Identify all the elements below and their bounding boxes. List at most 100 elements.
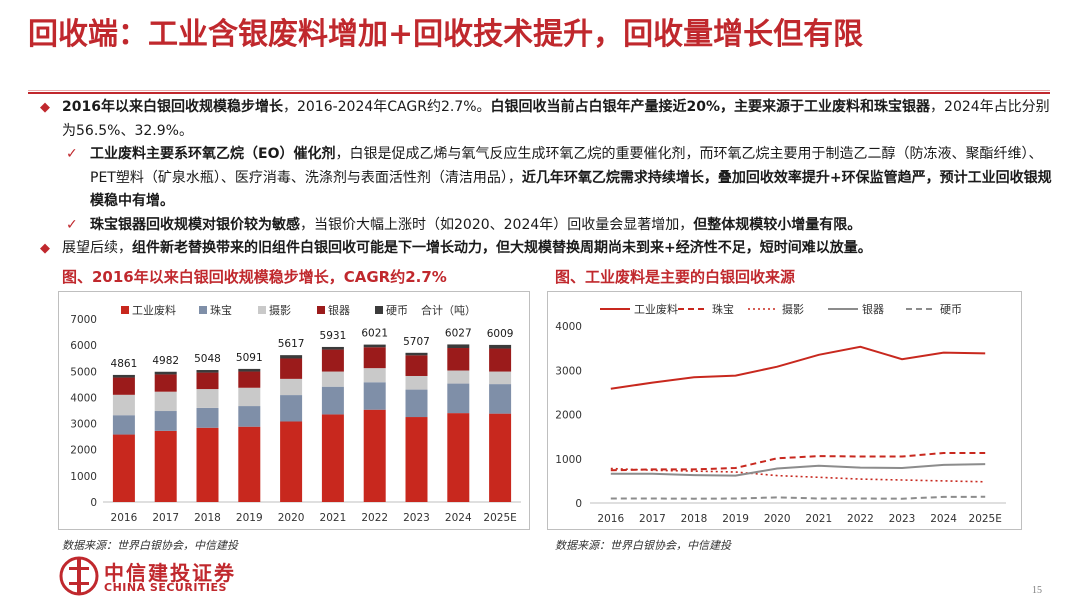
bar-segment-3 xyxy=(238,371,261,388)
sub-bullet-2-bold-a: 珠宝银器回收规模对银价较为敏感 xyxy=(90,216,300,233)
x-tick-label: 2023 xyxy=(403,512,430,524)
logo-en-name: CHINA SECURITIES xyxy=(104,581,227,594)
bar-segment-4 xyxy=(321,346,344,350)
legend-swatch-1 xyxy=(199,306,207,314)
bar-segment-4 xyxy=(154,371,177,375)
x-tick-label: 2018 xyxy=(194,512,221,524)
bar-segment-4 xyxy=(280,355,303,359)
bar-segment-1 xyxy=(489,384,512,414)
legend-label-totals: 合计（吨） xyxy=(421,303,476,317)
x-tick-label: 2021 xyxy=(805,513,832,525)
bar-segment-1 xyxy=(447,383,470,414)
right-chart-caption: 图、工业废料是主要的白银回收来源 xyxy=(555,268,796,286)
legend-label-1: 珠宝 xyxy=(712,302,734,316)
y-tick-label: 4000 xyxy=(70,392,97,404)
total-data-label: 5707 xyxy=(403,336,430,348)
x-tick-label: 2022 xyxy=(361,512,388,524)
checkmark-icon: ✓ xyxy=(66,216,78,233)
bar-segment-4 xyxy=(196,370,219,373)
total-data-label: 6009 xyxy=(487,328,514,340)
page-title: 回收端：工业含银废料增加+回收技术提升，回收量增长但有限 xyxy=(28,17,864,52)
bar-segment-2 xyxy=(238,387,261,407)
bar-segment-0 xyxy=(280,421,303,502)
x-tick-label: 2016 xyxy=(111,512,138,524)
bar-segment-2 xyxy=(363,368,386,383)
bar-segment-1 xyxy=(321,386,344,415)
y-tick-label: 2000 xyxy=(555,410,582,422)
bullet-1-text-a: ，2016-2024年CAGR约2.7%。 xyxy=(282,99,491,115)
y-tick-label: 4000 xyxy=(555,321,582,333)
total-data-label: 6021 xyxy=(361,328,388,340)
bar-segment-1 xyxy=(363,382,386,410)
y-tick-label: 5000 xyxy=(70,366,97,378)
x-tick-label: 2025E xyxy=(483,512,516,524)
x-tick-label: 2024 xyxy=(930,513,957,525)
stacked-bar-chart: 工业废料 珠宝 摄影 银器 硬币 合计（吨） 0 1000 2000 3000 4000 5000 60… xyxy=(70,303,521,524)
sub-bullet-1-bold-b: 近几年环氧乙烷需求持续增长，叠加回收效率提升+环保监管趋严，预计工业回收银规模稳… xyxy=(90,169,1052,210)
bar-segment-1 xyxy=(196,407,219,428)
x-tick-label: 2021 xyxy=(320,512,347,524)
total-data-label: 5617 xyxy=(278,338,305,350)
bar-segment-0 xyxy=(447,413,470,502)
sub-bullet-2-text: ，当银价大幅上涨时（如2020、2024年）回收量会显著增加， xyxy=(300,216,694,233)
legend-label-3: 银器 xyxy=(862,302,884,316)
diamond-bullet-icon: ◆ xyxy=(40,100,50,115)
bar-segment-1 xyxy=(112,415,135,435)
bullet-2-text: 展望后续， xyxy=(62,240,132,256)
bar-segment-3 xyxy=(447,348,470,371)
bar-segment-3 xyxy=(363,347,386,369)
bar-segment-0 xyxy=(238,426,261,502)
sub-bullet-1-bold-a: 工业废料主要系环氧乙烷（EO）催化剂 xyxy=(90,146,336,162)
total-data-label: 5048 xyxy=(194,353,221,365)
x-tick-label: 2017 xyxy=(639,513,666,525)
sub-bullet-2: ✓ 珠宝银器回收规模对银价较为敏感，当银价大幅上涨时（如2020、2024年）回… xyxy=(62,214,1052,238)
y-tick-label: 0 xyxy=(575,498,582,510)
summary-bullets: ◆ 2016年以来白银回收规模稳步增长，2016-2024年CAGR约2.7%。… xyxy=(40,96,1052,261)
y-tick-label: 6000 xyxy=(70,340,97,352)
bar-segment-2 xyxy=(196,389,219,408)
bar-segment-3 xyxy=(489,348,512,372)
x-tick-label: 2019 xyxy=(236,512,263,524)
y-tick-label: 3000 xyxy=(70,419,97,431)
x-tick-label: 2018 xyxy=(681,513,708,525)
y-tick-label: 1000 xyxy=(70,471,97,483)
total-data-label: 4861 xyxy=(111,358,138,370)
legend-label-4: 硬币 xyxy=(386,304,408,317)
legend-swatch-3 xyxy=(317,306,325,314)
bar-segment-3 xyxy=(280,358,303,379)
legend-swatch-2 xyxy=(258,306,266,314)
x-tick-label: 2020 xyxy=(764,513,791,525)
bar-segment-2 xyxy=(489,371,512,385)
legend-label-4: 硬币 xyxy=(940,303,962,316)
bar-segment-2 xyxy=(112,394,135,416)
company-logo: 中信建投证券 CHINA SECURITIES xyxy=(58,555,268,599)
series-line-4 xyxy=(610,495,986,500)
title-divider-thin xyxy=(28,90,1050,91)
sub-bullet-2-bold-b: 但整体规模较小增量有限。 xyxy=(693,216,862,233)
bar-segment-4 xyxy=(447,344,470,349)
bullet-2: ◆ 展望后续，组件新老替换带来的旧组件白银回收可能是下一增长动力，但大规模替换周… xyxy=(40,237,1052,261)
x-tick-label: 2019 xyxy=(722,513,749,525)
diamond-bullet-icon: ◆ xyxy=(40,241,50,256)
y-tick-label: 2000 xyxy=(70,445,97,457)
series-line-1 xyxy=(610,452,986,472)
bar-segment-0 xyxy=(112,434,135,502)
bar-segment-0 xyxy=(321,414,344,502)
bar-segment-3 xyxy=(154,374,177,392)
line-chart-panel: 工业废料 珠宝 摄影 银器 硬币 0 1000 2000 3000 4000 2016 2017 201… xyxy=(547,291,1022,530)
bullet-1-bold-a: 2016年以来白银回收规模稳步增长 xyxy=(62,99,283,115)
y-tick-label: 3000 xyxy=(555,365,582,377)
bar-segment-4 xyxy=(112,374,135,378)
bullet-1: ◆ 2016年以来白银回收规模稳步增长，2016-2024年CAGR约2.7%。… xyxy=(40,96,1052,143)
bar-segment-2 xyxy=(405,375,428,390)
legend-label-3: 银器 xyxy=(328,303,350,317)
x-tick-label: 2023 xyxy=(889,513,916,525)
bar-segment-1 xyxy=(154,411,177,431)
x-tick-label: 2016 xyxy=(597,513,624,525)
bar-segment-1 xyxy=(238,406,261,427)
right-source-note: 数据来源：世界白银协会，中信建投 xyxy=(555,539,731,552)
legend-swatch-0 xyxy=(121,306,129,314)
bar-segment-2 xyxy=(280,378,303,396)
logo-cn-name: 中信建投证券 xyxy=(104,561,236,585)
series-line-3 xyxy=(610,463,986,477)
